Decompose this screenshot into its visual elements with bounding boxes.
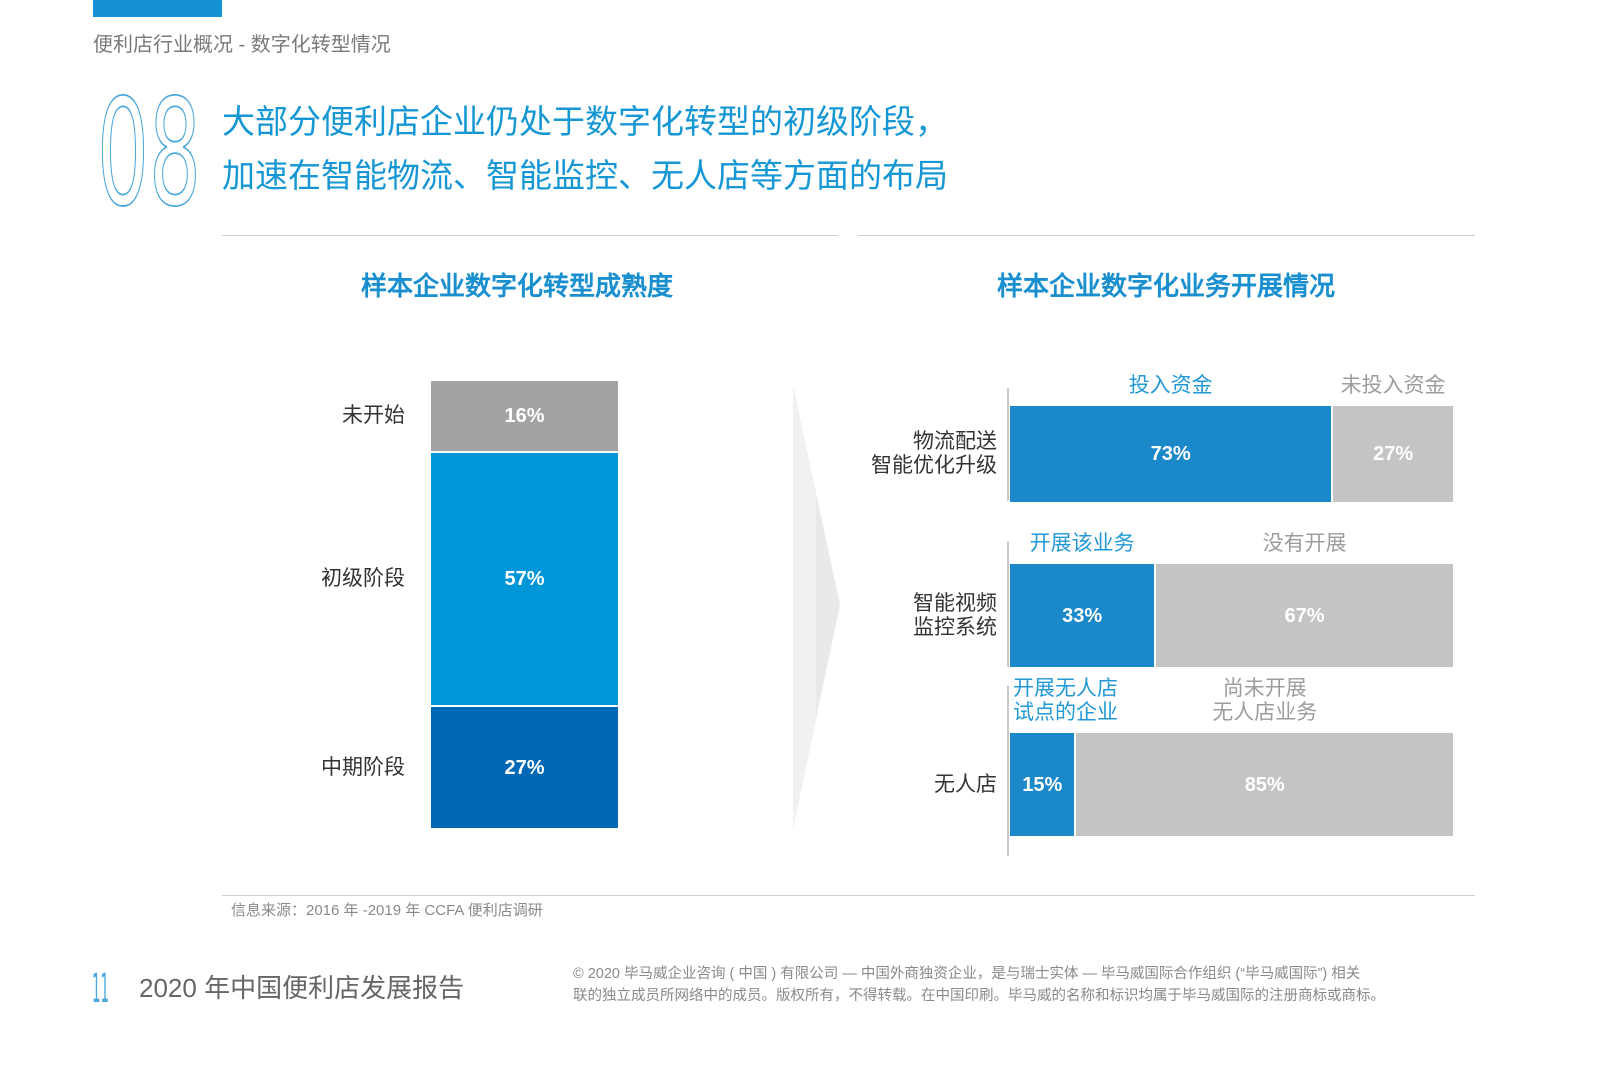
business-category-line: 智能视频: [913, 591, 997, 615]
business-category-line: 智能优化升级: [871, 454, 997, 477]
business-legend-line: 开展无人店: [1013, 677, 1118, 700]
copyright-line-2: 联的独立成员所网络中的成员。版权所有，不得转载。在中国印刷。毕马威的名称和标识均…: [573, 988, 1385, 1004]
business-bar-segment: 27%: [1333, 406, 1453, 502]
business-legend-line: 试点的企业: [1013, 701, 1118, 724]
business-value-label: 67%: [1284, 604, 1325, 627]
maturity-value-label: 27%: [504, 756, 545, 779]
business-bar-segment: 73%: [1010, 406, 1332, 502]
business-bar-segment: 85%: [1076, 733, 1453, 836]
divider-right: [858, 235, 1475, 236]
business-legend-line: 尚未开展: [1222, 677, 1307, 700]
maturity-chart-title: 样本企业数字化转型成熟度: [360, 271, 673, 301]
report-title: 2020 年中国便利店发展报告: [139, 973, 465, 1003]
business-category-line: 无人店: [934, 772, 997, 796]
divider-bottom: [222, 895, 1475, 896]
business-legend-label: 开展该业务: [1010, 532, 1154, 556]
business-value-label: 73%: [1150, 443, 1191, 465]
business-chart-title: 样本企业数字化业务开展情况: [996, 271, 1335, 301]
maturity-category-label: 初级阶段: [321, 566, 405, 590]
page-headline: 大部分便利店企业仍处于数字化转型的初级阶段， 加速在智能物流、智能监控、无人店等…: [222, 95, 948, 203]
section-number-text: 08: [97, 68, 201, 239]
page-number-text: 11: [92, 966, 109, 1012]
business-category-line: 监控系统: [913, 615, 997, 639]
maturity-bar-segment: 57%: [431, 452, 618, 706]
business-value-label: 15%: [1022, 773, 1063, 796]
axis-line: [1007, 388, 1009, 501]
business-legend-label: 投入资金: [1010, 374, 1331, 398]
business-legend-line: 未投入资金: [1340, 374, 1446, 397]
chevron-arrow-icon: [793, 385, 840, 830]
header-accent-bar: [93, 0, 222, 17]
headline-line-2: 加速在智能物流、智能监控、无人店等方面的布局: [222, 157, 948, 194]
maturity-category-label: 中期阶段: [321, 755, 405, 779]
maturity-value-label: 16%: [504, 404, 545, 427]
business-bar-segment: 67%: [1156, 564, 1453, 667]
copyright-notice: © 2020 毕马威企业咨询 ( 中国 ) 有限公司 — 中国外商独资企业，是与…: [573, 963, 1385, 1007]
business-legend-label: 尚未开展 无人店业务: [1076, 677, 1453, 725]
divider-left: [222, 235, 838, 236]
maturity-value-label: 57%: [504, 567, 545, 590]
business-bar-segment: 33%: [1010, 564, 1155, 667]
business-legend-line: 投入资金: [1128, 374, 1213, 397]
business-value-label: 85%: [1244, 773, 1285, 796]
maturity-category-label: 未开始: [342, 403, 405, 427]
axis-line: [1007, 686, 1009, 856]
maturity-chart: 16% 未开始 57% 初级阶段 27% 中期阶段: [280, 370, 620, 840]
axis-line: [1007, 541, 1009, 667]
business-legend-label: 没有开展: [1156, 532, 1453, 556]
business-chart: 物流配送 智能优化升级 73% 投入资金 27% 未投入资金智能视频 监控系统 33% 开展该业…: [850, 360, 1470, 860]
business-value-label: 27%: [1373, 443, 1414, 465]
maturity-bar-segment: 16%: [431, 381, 618, 451]
business-legend-label: 开展无人店 试点的企业: [1010, 677, 1118, 725]
section-title: 便利店行业概况 - 数字化转型情况: [93, 34, 391, 56]
business-legend-line: 无人店业务: [1212, 701, 1318, 724]
business-value-label: 33%: [1062, 604, 1103, 627]
business-category-label: 智能视频 监控系统: [850, 592, 997, 640]
business-category-line: 物流配送: [913, 430, 997, 453]
headline-line-1: 大部分便利店企业仍处于数字化转型的初级阶段，: [222, 103, 948, 140]
business-category-label: 无人店: [850, 773, 997, 797]
business-bar-segment: 15%: [1010, 733, 1075, 836]
maturity-bar-segment: 27%: [431, 707, 618, 828]
section-number: 08: [96, 67, 202, 240]
business-legend-line: 开展该业务: [1029, 532, 1135, 555]
business-legend-label: 未投入资金: [1333, 374, 1453, 398]
source-note: 信息来源：2016 年 -2019 年 CCFA 便利店调研: [231, 902, 543, 919]
business-legend-line: 没有开展: [1262, 532, 1347, 555]
business-category-label: 物流配送 智能优化升级: [850, 430, 997, 478]
copyright-line-1: © 2020 毕马威企业咨询 ( 中国 ) 有限公司 — 中国外商独资企业，是与…: [573, 966, 1361, 982]
page-number: 11: [92, 966, 109, 1012]
